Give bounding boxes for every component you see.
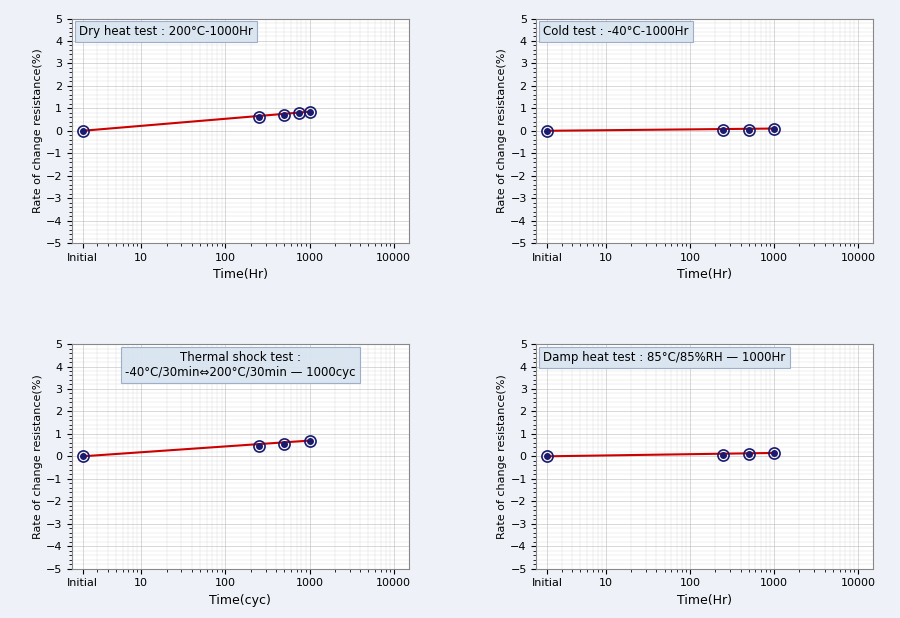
- Y-axis label: Rate of change resistance(%): Rate of change resistance(%): [498, 374, 508, 539]
- X-axis label: Time(Hr): Time(Hr): [212, 268, 268, 281]
- Text: Damp heat test : 85°C/85%RH — 1000Hr: Damp heat test : 85°C/85%RH — 1000Hr: [544, 351, 786, 364]
- X-axis label: Time(Hr): Time(Hr): [677, 594, 733, 607]
- Y-axis label: Rate of change resistance(%): Rate of change resistance(%): [498, 48, 508, 213]
- Y-axis label: Rate of change resistance(%): Rate of change resistance(%): [33, 374, 43, 539]
- Text: Cold test : -40°C-1000Hr: Cold test : -40°C-1000Hr: [544, 25, 688, 38]
- X-axis label: Time(cyc): Time(cyc): [210, 594, 271, 607]
- Text: Dry heat test : 200°C-1000Hr: Dry heat test : 200°C-1000Hr: [78, 25, 253, 38]
- Text: Thermal shock test :
-40°C/30min⇔200°C/30min — 1000cyc: Thermal shock test : -40°C/30min⇔200°C/3…: [125, 351, 356, 379]
- X-axis label: Time(Hr): Time(Hr): [677, 268, 733, 281]
- Y-axis label: Rate of change resistance(%): Rate of change resistance(%): [33, 48, 43, 213]
